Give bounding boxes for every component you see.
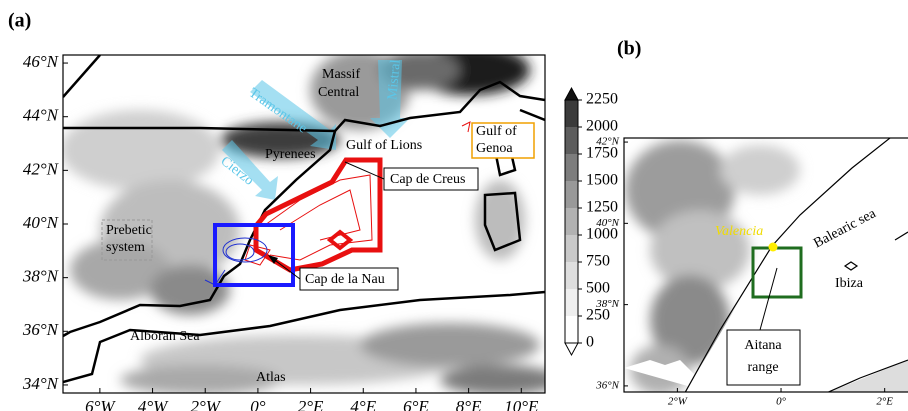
colorbar-tick-label: 2000 [586, 118, 618, 135]
x-tick-label: 8°E [456, 397, 482, 411]
x-tick-label: 6°W [85, 397, 116, 411]
colorbar-band [565, 127, 578, 154]
x-tick-label: 4°W [138, 397, 169, 411]
x-tick-label: 4°E [350, 397, 376, 411]
place-label: Cap de la Nau [305, 272, 385, 287]
y-tick-label: 46°N [23, 52, 60, 71]
colorbar-tick-label: 250 [586, 307, 610, 324]
place-label: Massif Central [318, 67, 360, 100]
place-label: Atlas [256, 370, 286, 385]
colorbar-tick-label: 0 [586, 334, 594, 351]
place-label: Aitana range [744, 338, 782, 375]
colorbar-tick-label: 500 [586, 280, 610, 297]
colorbar-tick-label: 750 [586, 253, 610, 270]
x-tick-label: 2°E [298, 397, 324, 411]
colorbar-frame [564, 99, 579, 344]
colorbar-tick-label: 2250 [586, 91, 618, 108]
place-label: Gulf of Genoa [476, 124, 517, 156]
y-tick-label: 40°N [596, 217, 619, 229]
map-a: Massif Central Mistral Tramontane Pyrenee… [63, 55, 545, 393]
place-label: Alboran Sea [130, 329, 200, 344]
x-tick-label: 0° [776, 396, 787, 408]
panel-label: (a) [8, 10, 31, 32]
x-tick-label: 2°W [668, 396, 688, 408]
place-label: Valencia [715, 224, 763, 239]
colorbar-tick-label: 1000 [586, 226, 618, 243]
y-tick-label: 40°N [23, 213, 60, 232]
wind-label: Mistral [385, 59, 403, 101]
place-label: Gulf of Lions [346, 138, 422, 153]
colorbar-band [565, 100, 578, 127]
colorbar-band [565, 208, 578, 235]
place-label: Pyrenees [265, 147, 316, 162]
y-tick-label: 38°N [595, 298, 619, 310]
x-tick-label: 2°W [190, 397, 221, 411]
colorbar-band [565, 289, 578, 316]
x-tick-label: 2°E [876, 396, 893, 408]
colorbar-band [565, 235, 578, 262]
y-tick-label: 34°N [22, 374, 60, 393]
place-label: Ibiza [835, 276, 864, 291]
x-tick-label: 6°E [403, 397, 429, 411]
panel-label: (b) [617, 38, 641, 60]
colorbar-tick-label: 1250 [586, 199, 618, 216]
y-tick-label: 36°N [22, 320, 60, 339]
place-label: Prebetic system [106, 223, 152, 255]
colorbar-band [565, 262, 578, 289]
colorbar-tick-label: 1750 [586, 145, 618, 162]
colorbar-extend [564, 86, 579, 101]
x-tick-label: 10°E [504, 397, 539, 411]
map-b: Valencia Balearic sea Ibiza Aitana range [624, 138, 908, 392]
y-tick-label: 44°N [23, 106, 60, 125]
y-tick-label: 42°N [23, 159, 60, 178]
place-label: Cap de Creus [390, 172, 465, 187]
y-tick-label: 38°N [22, 267, 60, 286]
y-tick-label: 42°N [596, 136, 619, 148]
colorbar-band [565, 154, 578, 181]
colorbar-band [565, 181, 578, 208]
x-tick-label: 0° [250, 397, 266, 411]
y-tick-label: 36°N [595, 379, 619, 391]
colorbar-tick-label: 1500 [586, 172, 618, 189]
colorbar-extend [564, 342, 579, 357]
colorbar-band [565, 316, 578, 343]
